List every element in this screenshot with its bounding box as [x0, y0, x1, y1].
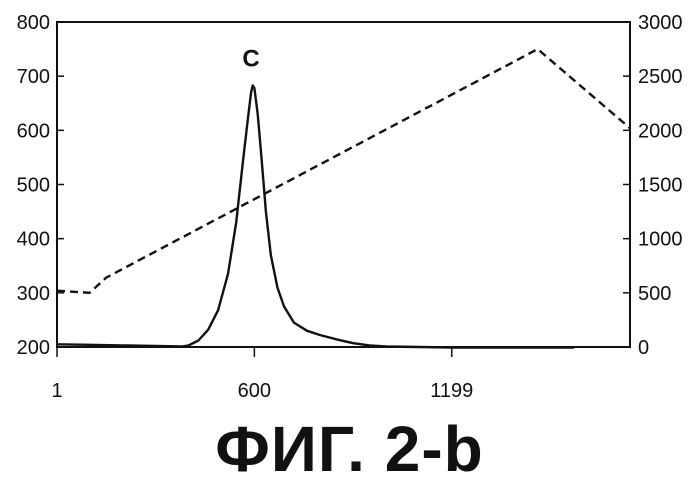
left-tick-label: 700 [17, 66, 50, 88]
solid-series-line [57, 85, 574, 347]
dashed-series-line [57, 49, 630, 293]
plot-border [57, 22, 630, 347]
right-tick-label: 2000 [638, 120, 683, 142]
right-tick-label: 2500 [638, 66, 683, 88]
figure-caption: ФИГ. 2-b [0, 412, 699, 486]
series-group [57, 49, 630, 347]
left-tick-label: 200 [17, 337, 50, 359]
left-tick-label: 300 [17, 283, 50, 305]
x-tick-label: 1 [51, 380, 62, 402]
peak-label: C [242, 45, 259, 72]
left-tick-label: 500 [17, 175, 50, 197]
right-axis: 0 500 1000 1500 2000 2500 3000 [623, 12, 683, 359]
right-tick-label: 3000 [638, 12, 683, 34]
annotations: C [242, 45, 259, 72]
right-tick-label: 0 [638, 337, 649, 359]
left-tick-label: 800 [17, 12, 50, 34]
right-tick-label: 1500 [638, 175, 683, 197]
left-tick-label: 400 [17, 229, 50, 251]
left-tick-label: 600 [17, 120, 50, 142]
plot-frame [57, 22, 630, 347]
x-axis: 1 600 1199 [51, 347, 473, 402]
x-tick-label: 600 [238, 380, 271, 402]
x-tick-label: 1199 [430, 380, 473, 402]
chart: 200 300 400 500 600 700 800 0 500 1000 1500 2000 25… [0, 0, 699, 412]
right-tick-label: 1000 [638, 229, 683, 251]
right-tick-label: 500 [638, 283, 671, 305]
